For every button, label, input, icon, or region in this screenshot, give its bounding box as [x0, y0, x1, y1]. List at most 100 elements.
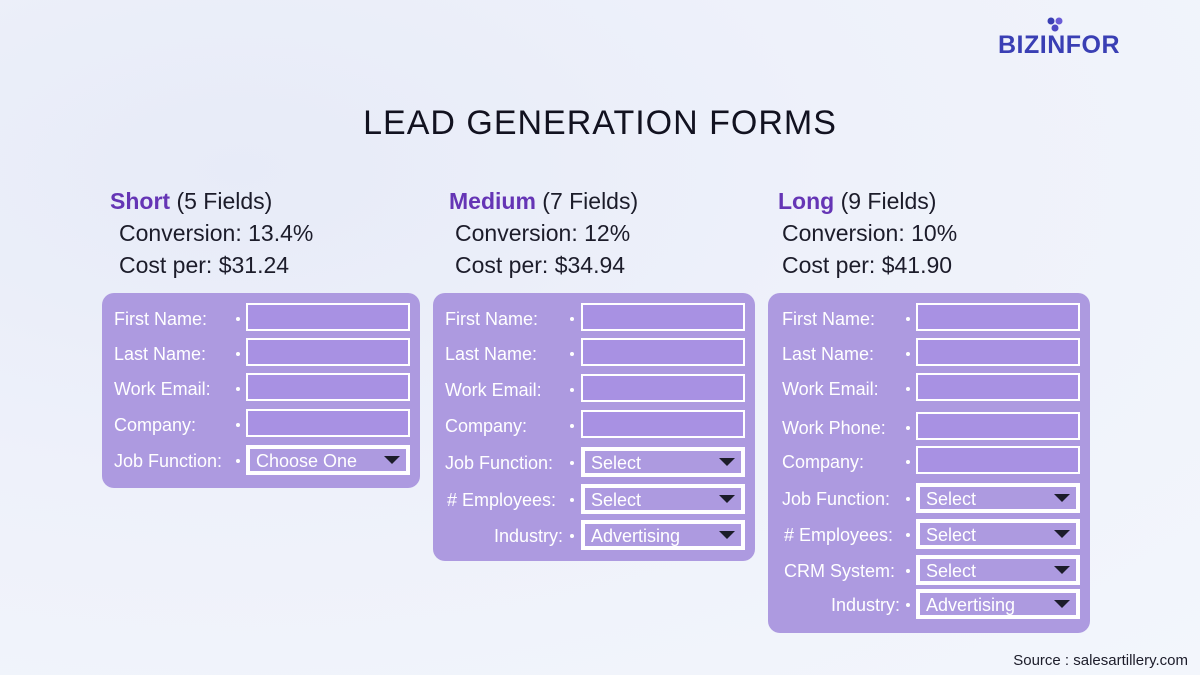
work-email-input[interactable] — [581, 374, 745, 402]
field-label: Last Name: — [114, 344, 207, 364]
form-row-employees: # Employees: Select — [768, 519, 1090, 551]
field-label: Job Function: — [114, 451, 223, 471]
bullet-dot — [236, 317, 240, 321]
field-label: Work Phone: — [782, 418, 886, 438]
first-name-input[interactable] — [246, 303, 410, 331]
chevron-down-icon — [719, 458, 735, 466]
cost-per-lead: Cost per: $34.94 — [455, 252, 626, 278]
bullet-dot — [570, 534, 574, 538]
form-row-company: Company: — [433, 410, 755, 442]
work-phone-input[interactable] — [916, 412, 1080, 440]
form-row-first-name: First Name: — [433, 303, 755, 335]
form-row-last-name: Last Name: — [102, 338, 420, 370]
short-form-heading: Short (5 Fields) Conversion: 13.4% Cost … — [110, 185, 313, 281]
job-function-select[interactable]: Select — [581, 447, 745, 477]
form-row-employees: # Employees: Select — [433, 484, 755, 516]
bullet-dot — [236, 423, 240, 427]
chevron-down-icon — [1054, 566, 1070, 574]
chevron-down-icon — [1054, 600, 1070, 608]
field-label: First Name: — [445, 309, 539, 329]
bizinfor-logo: BIZINFOR — [998, 16, 1168, 60]
first-name-input[interactable] — [581, 303, 745, 331]
field-label: Industry: — [830, 595, 900, 615]
form-row-crm-system: CRM System: Select — [768, 555, 1090, 587]
job-function-select[interactable]: Select — [916, 483, 1080, 513]
last-name-input[interactable] — [246, 338, 410, 366]
chevron-down-icon — [384, 456, 400, 464]
industry-select[interactable]: Advertising — [916, 589, 1080, 619]
bullet-dot — [570, 352, 574, 356]
company-input[interactable] — [246, 409, 410, 437]
field-label: # Employees: — [784, 525, 894, 545]
medium-form-card: First Name: Last Name: Work Email: Compa… — [433, 293, 755, 561]
field-label: Last Name: — [445, 344, 538, 364]
work-email-input[interactable] — [246, 373, 410, 401]
conversion-rate: Conversion: 12% — [455, 220, 631, 246]
select-value: Choose One — [250, 449, 406, 471]
job-function-select[interactable]: Choose One — [246, 445, 410, 475]
employees-select[interactable]: Select — [916, 519, 1080, 549]
employees-select[interactable]: Select — [581, 484, 745, 514]
source-credit: Source : salesartillery.com — [1013, 652, 1188, 669]
field-label: Industry: — [493, 526, 563, 546]
chevron-down-icon — [719, 495, 735, 503]
cost-per-lead: Cost per: $41.90 — [782, 252, 953, 278]
form-row-work-email: Work Email: — [433, 374, 755, 406]
field-label: Work Email: — [445, 380, 542, 400]
short-form-card: First Name: Last Name: Work Email: Compa… — [102, 293, 420, 488]
field-label: Work Email: — [114, 379, 211, 399]
form-row-job-function: Job Function: Select — [433, 447, 755, 479]
bullet-dot — [906, 387, 910, 391]
crm-system-select[interactable]: Select — [916, 555, 1080, 585]
select-value: Advertising — [585, 524, 741, 546]
page-title: LEAD GENERATION FORMS — [363, 104, 837, 142]
select-value: Select — [585, 488, 741, 510]
tier-name: Medium — [449, 188, 536, 214]
field-count: (5 Fields) — [176, 188, 273, 214]
field-label: First Name: — [114, 309, 208, 329]
form-row-first-name: First Name: — [102, 303, 420, 335]
field-label: Company: — [782, 452, 865, 472]
field-count: (7 Fields) — [542, 188, 639, 214]
work-email-input[interactable] — [916, 373, 1080, 401]
chevron-down-icon — [1054, 494, 1070, 502]
field-count: (9 Fields) — [840, 188, 937, 214]
bullet-dot — [570, 498, 574, 502]
bullet-dot — [906, 426, 910, 430]
bullet-dot — [906, 317, 910, 321]
conversion-rate: Conversion: 10% — [782, 220, 958, 246]
form-row-company: Company: — [102, 409, 420, 441]
tier-name: Short — [110, 188, 171, 214]
field-label: # Employees: — [447, 490, 557, 510]
form-row-work-phone: Work Phone: — [768, 412, 1090, 444]
medium-form-heading: Medium (7 Fields) Conversion: 12% Cost p… — [449, 185, 638, 281]
form-row-company: Company: — [768, 446, 1090, 478]
bullet-dot — [906, 603, 910, 607]
form-row-industry: Industry: Advertising — [768, 589, 1090, 621]
conversion-rate: Conversion: 13.4% — [119, 220, 314, 246]
form-row-job-function: Job Function: Select — [768, 483, 1090, 515]
form-row-last-name: Last Name: — [433, 338, 755, 370]
form-row-industry: Industry: Advertising — [433, 520, 755, 552]
logo-wordmark: BIZINFOR — [998, 31, 1121, 59]
bullet-dot — [570, 388, 574, 392]
first-name-input[interactable] — [916, 303, 1080, 331]
last-name-input[interactable] — [916, 338, 1080, 366]
bullet-dot — [906, 460, 910, 464]
form-row-work-email: Work Email: — [768, 373, 1090, 405]
company-input[interactable] — [581, 410, 745, 438]
last-name-input[interactable] — [581, 338, 745, 366]
company-input[interactable] — [916, 446, 1080, 474]
bullet-dot — [570, 461, 574, 465]
industry-select[interactable]: Advertising — [581, 520, 745, 550]
bullet-dot — [236, 387, 240, 391]
bullet-dot — [906, 497, 910, 501]
field-label: Job Function: — [782, 489, 891, 509]
field-label: First Name: — [782, 309, 876, 329]
form-row-work-email: Work Email: — [102, 373, 420, 405]
form-row-last-name: Last Name: — [768, 338, 1090, 370]
bullet-dot — [236, 459, 240, 463]
bullet-dot — [236, 352, 240, 356]
field-label: Last Name: — [782, 344, 875, 364]
select-value: Select — [920, 523, 1076, 545]
